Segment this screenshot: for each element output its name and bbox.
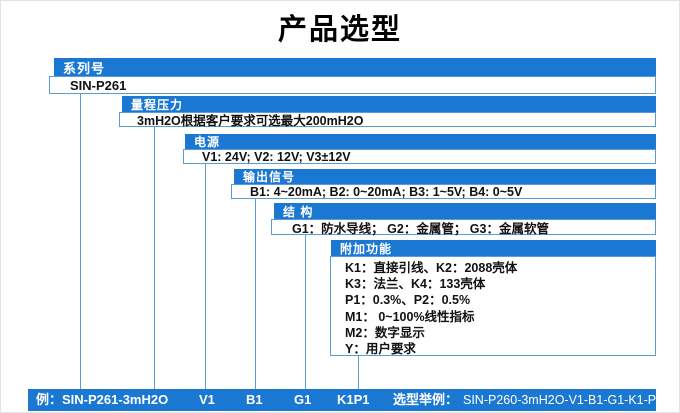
addons-option-y: Y：用户要求 xyxy=(345,342,416,357)
connector-line-addons xyxy=(358,356,359,391)
addons-option-k1k2: K1：直接引线、K2：2088壳体 xyxy=(345,261,518,275)
series-value-row: SIN-P261 xyxy=(49,76,656,94)
output-signal-value-row: B1: 4~20mA; B2: 0~20mA; B3: 1~5V; B4: 0~… xyxy=(231,184,656,199)
connector-line-range xyxy=(154,127,155,391)
power-value-row: V1: 24V; V2: 12V; V3±12V xyxy=(183,149,656,164)
addons-option-k3k4: K3：法兰、K4：133壳体 xyxy=(345,277,486,292)
addons-option-m1: M1： 0~100%线性指标 xyxy=(345,309,475,324)
example-label: 例：SIN-P261-3mH2O xyxy=(36,392,169,407)
selection-example-label: 选型举例： xyxy=(393,392,459,407)
connector-line-power xyxy=(205,164,206,391)
addons-header-bar: 附加功能 xyxy=(331,240,656,256)
output-signal-header-bar: 输出信号 xyxy=(234,169,656,184)
example-code-addons: K1P1 xyxy=(337,392,370,407)
addons-option-p1p2: P1：0.3%、P2：0.5% xyxy=(345,293,471,308)
example-code-power: V1 xyxy=(199,392,215,407)
addons-option-box: K1：直接引线、K2：2088壳体 K3：法兰、K4：133壳体 P1：0.3%… xyxy=(330,256,656,356)
power-header-bar: 电源 xyxy=(185,134,656,149)
connector-line-structure xyxy=(305,235,306,391)
range-value-row: 3mH2O根据客户要求可选最大200mH2O xyxy=(119,112,656,128)
example-code-output: B1 xyxy=(246,392,263,407)
selection-example-value: SIN-P260-3mH2O-V1-B1-G1-K1-P1 xyxy=(463,393,664,407)
addons-option-m2: M2：数字显示 xyxy=(345,325,425,340)
connector-line-series xyxy=(80,94,81,391)
page-title: 产品选型 xyxy=(277,14,402,46)
connector-line-output xyxy=(255,199,256,391)
structure-value-row: G1：防水导线； G2：金属管； G3：金属软管 xyxy=(271,219,656,236)
example-code-structure: G1 xyxy=(294,392,312,407)
structure-header-bar: 结 构 xyxy=(274,203,656,219)
range-header-bar: 量程压力 xyxy=(122,96,656,112)
series-header-bar: 系列号 xyxy=(54,58,656,76)
example-footer-bar: 例：SIN-P261-3mH2O V1 B1 G1 K1P1 选型举例： SIN… xyxy=(28,389,663,411)
